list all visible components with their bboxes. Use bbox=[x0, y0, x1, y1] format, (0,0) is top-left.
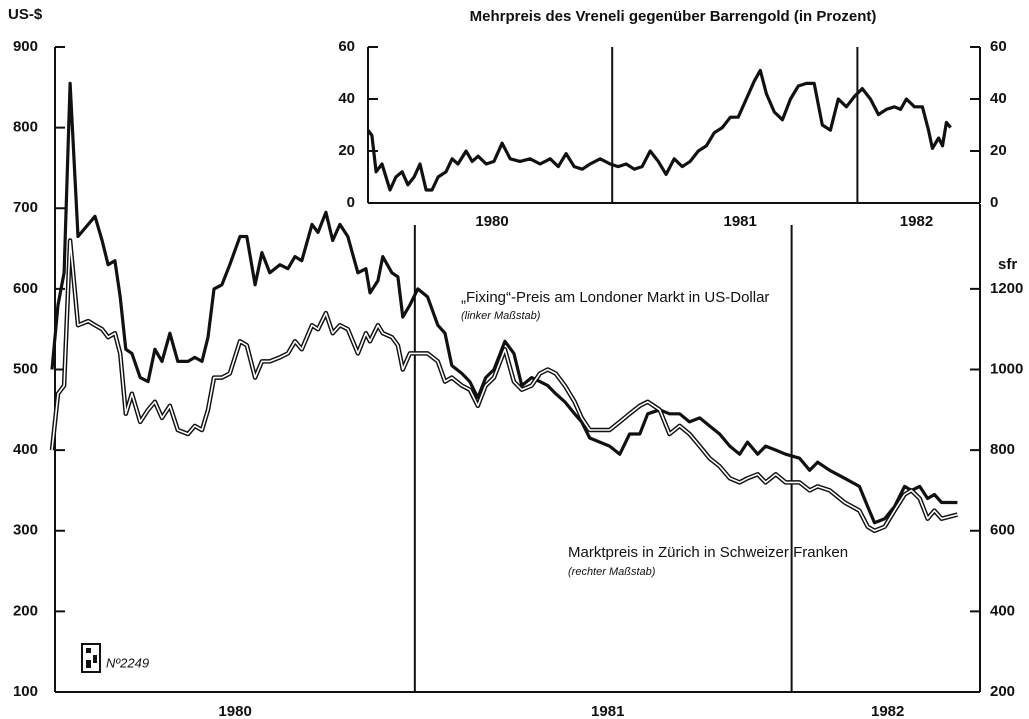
y-tick-label: 0 bbox=[347, 194, 355, 211]
y-tick-label: 40 bbox=[338, 90, 355, 107]
y-tick-label: 900 bbox=[13, 38, 38, 55]
y2-tick-label: 60 bbox=[990, 38, 1007, 55]
y-tick-label: 500 bbox=[13, 360, 38, 377]
y-tick-label: 100 bbox=[13, 683, 38, 700]
x-tick-label: 1980 bbox=[218, 703, 251, 719]
x-tick-label: 1982 bbox=[900, 213, 933, 230]
y2-tick-label: 600 bbox=[990, 522, 1015, 539]
series-note: (rechter Maßstab) bbox=[568, 566, 656, 578]
plot: 0 0 20 20 40 40 60 60 1980 1981 1982 Mehrpreis des … bbox=[338, 0, 1007, 230]
y-tick-label: 200 bbox=[13, 602, 38, 619]
y-tick-label: 300 bbox=[13, 522, 38, 539]
stamp: Nº2249 bbox=[106, 655, 149, 670]
y2-tick-label: 20 bbox=[990, 142, 1007, 159]
x-tick-label: 1981 bbox=[591, 703, 624, 719]
x-tick-label: 1981 bbox=[724, 213, 757, 230]
y2-tick-label: 1200 bbox=[990, 280, 1023, 297]
y-tick-label: 800 bbox=[13, 119, 38, 136]
y2-axis-label: sfr bbox=[998, 256, 1017, 273]
y2-tick-label: 40 bbox=[990, 90, 1007, 107]
y-tick-label: 60 bbox=[338, 38, 355, 55]
inset-background bbox=[367, 0, 981, 204]
x-tick-label: 1980 bbox=[475, 213, 508, 230]
series-note: (linker Maßstab) bbox=[461, 310, 541, 322]
y2-tick-label: 400 bbox=[990, 602, 1015, 619]
y2-tick-label: 1000 bbox=[990, 360, 1023, 377]
y-tick-label: 400 bbox=[13, 441, 38, 458]
y-tick-label: 600 bbox=[13, 280, 38, 297]
y2-tick-label: 800 bbox=[990, 441, 1015, 458]
x-tick-label: 1982 bbox=[871, 703, 904, 719]
series-line-inner bbox=[51, 239, 958, 532]
y-axis-label: US-$ bbox=[8, 6, 43, 23]
series-label: Marktpreis in Zürich in Schweizer Franke… bbox=[568, 544, 848, 561]
y-tick-label: 20 bbox=[338, 142, 355, 159]
series-line bbox=[50, 81, 958, 525]
y2-tick-label: 200 bbox=[990, 683, 1015, 700]
y2-tick-label: 0 bbox=[990, 194, 998, 211]
y-tick-label: 700 bbox=[13, 199, 38, 216]
series-label: „Fixing“-Preis am Londoner Markt in US-D… bbox=[461, 289, 769, 306]
stamp-icon bbox=[81, 643, 101, 673]
chart-title: Mehrpreis des Vreneli gegenüber Barrengo… bbox=[470, 8, 877, 25]
series-line bbox=[366, 68, 952, 192]
